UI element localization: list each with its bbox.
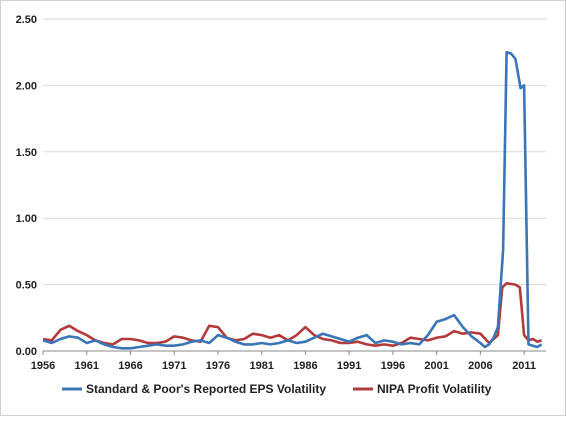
x-tick-label: 2011 (512, 360, 536, 372)
y-tick-label: 0.50 (16, 280, 37, 292)
x-tick-label: 1961 (74, 360, 98, 372)
x-tick-label: 1996 (381, 360, 405, 372)
x-tick-label: 1966 (118, 360, 142, 372)
series-line-nipa-profit-volatility (42, 282, 542, 347)
series-lines (42, 50, 543, 350)
legend: Standard & Poor's Reported EPS Volatilit… (62, 382, 492, 396)
y-tick-label: 2.00 (16, 80, 37, 92)
gridlines (43, 18, 546, 286)
x-tick-label: 1976 (206, 360, 230, 372)
legend-item-sp-eps-label: Standard & Poor's Reported EPS Volatilit… (86, 382, 326, 396)
x-tick-label: 1986 (293, 360, 317, 372)
x-tick-label: 1971 (162, 360, 186, 372)
y-tick-label: 0.00 (16, 346, 37, 358)
x-tick-label: 2006 (468, 360, 492, 372)
legend-item-nipa-label: NIPA Profit Volatility (377, 382, 492, 396)
x-tick-label: 1981 (249, 360, 273, 372)
y-tick-label: 1.50 (16, 147, 37, 159)
x-tick-label: 2001 (424, 360, 448, 372)
x-tick-label: 1991 (337, 360, 361, 372)
axes: 0.00 0.50 1.00 1.50 2.00 2.50 1956 1961 1966 1971… (16, 14, 546, 372)
y-tick-label: 1.00 (16, 213, 37, 225)
series-line-sp-eps-volatility (42, 50, 543, 350)
x-tick-label: 1956 (31, 360, 55, 372)
y-tick-label: 2.50 (16, 14, 37, 26)
